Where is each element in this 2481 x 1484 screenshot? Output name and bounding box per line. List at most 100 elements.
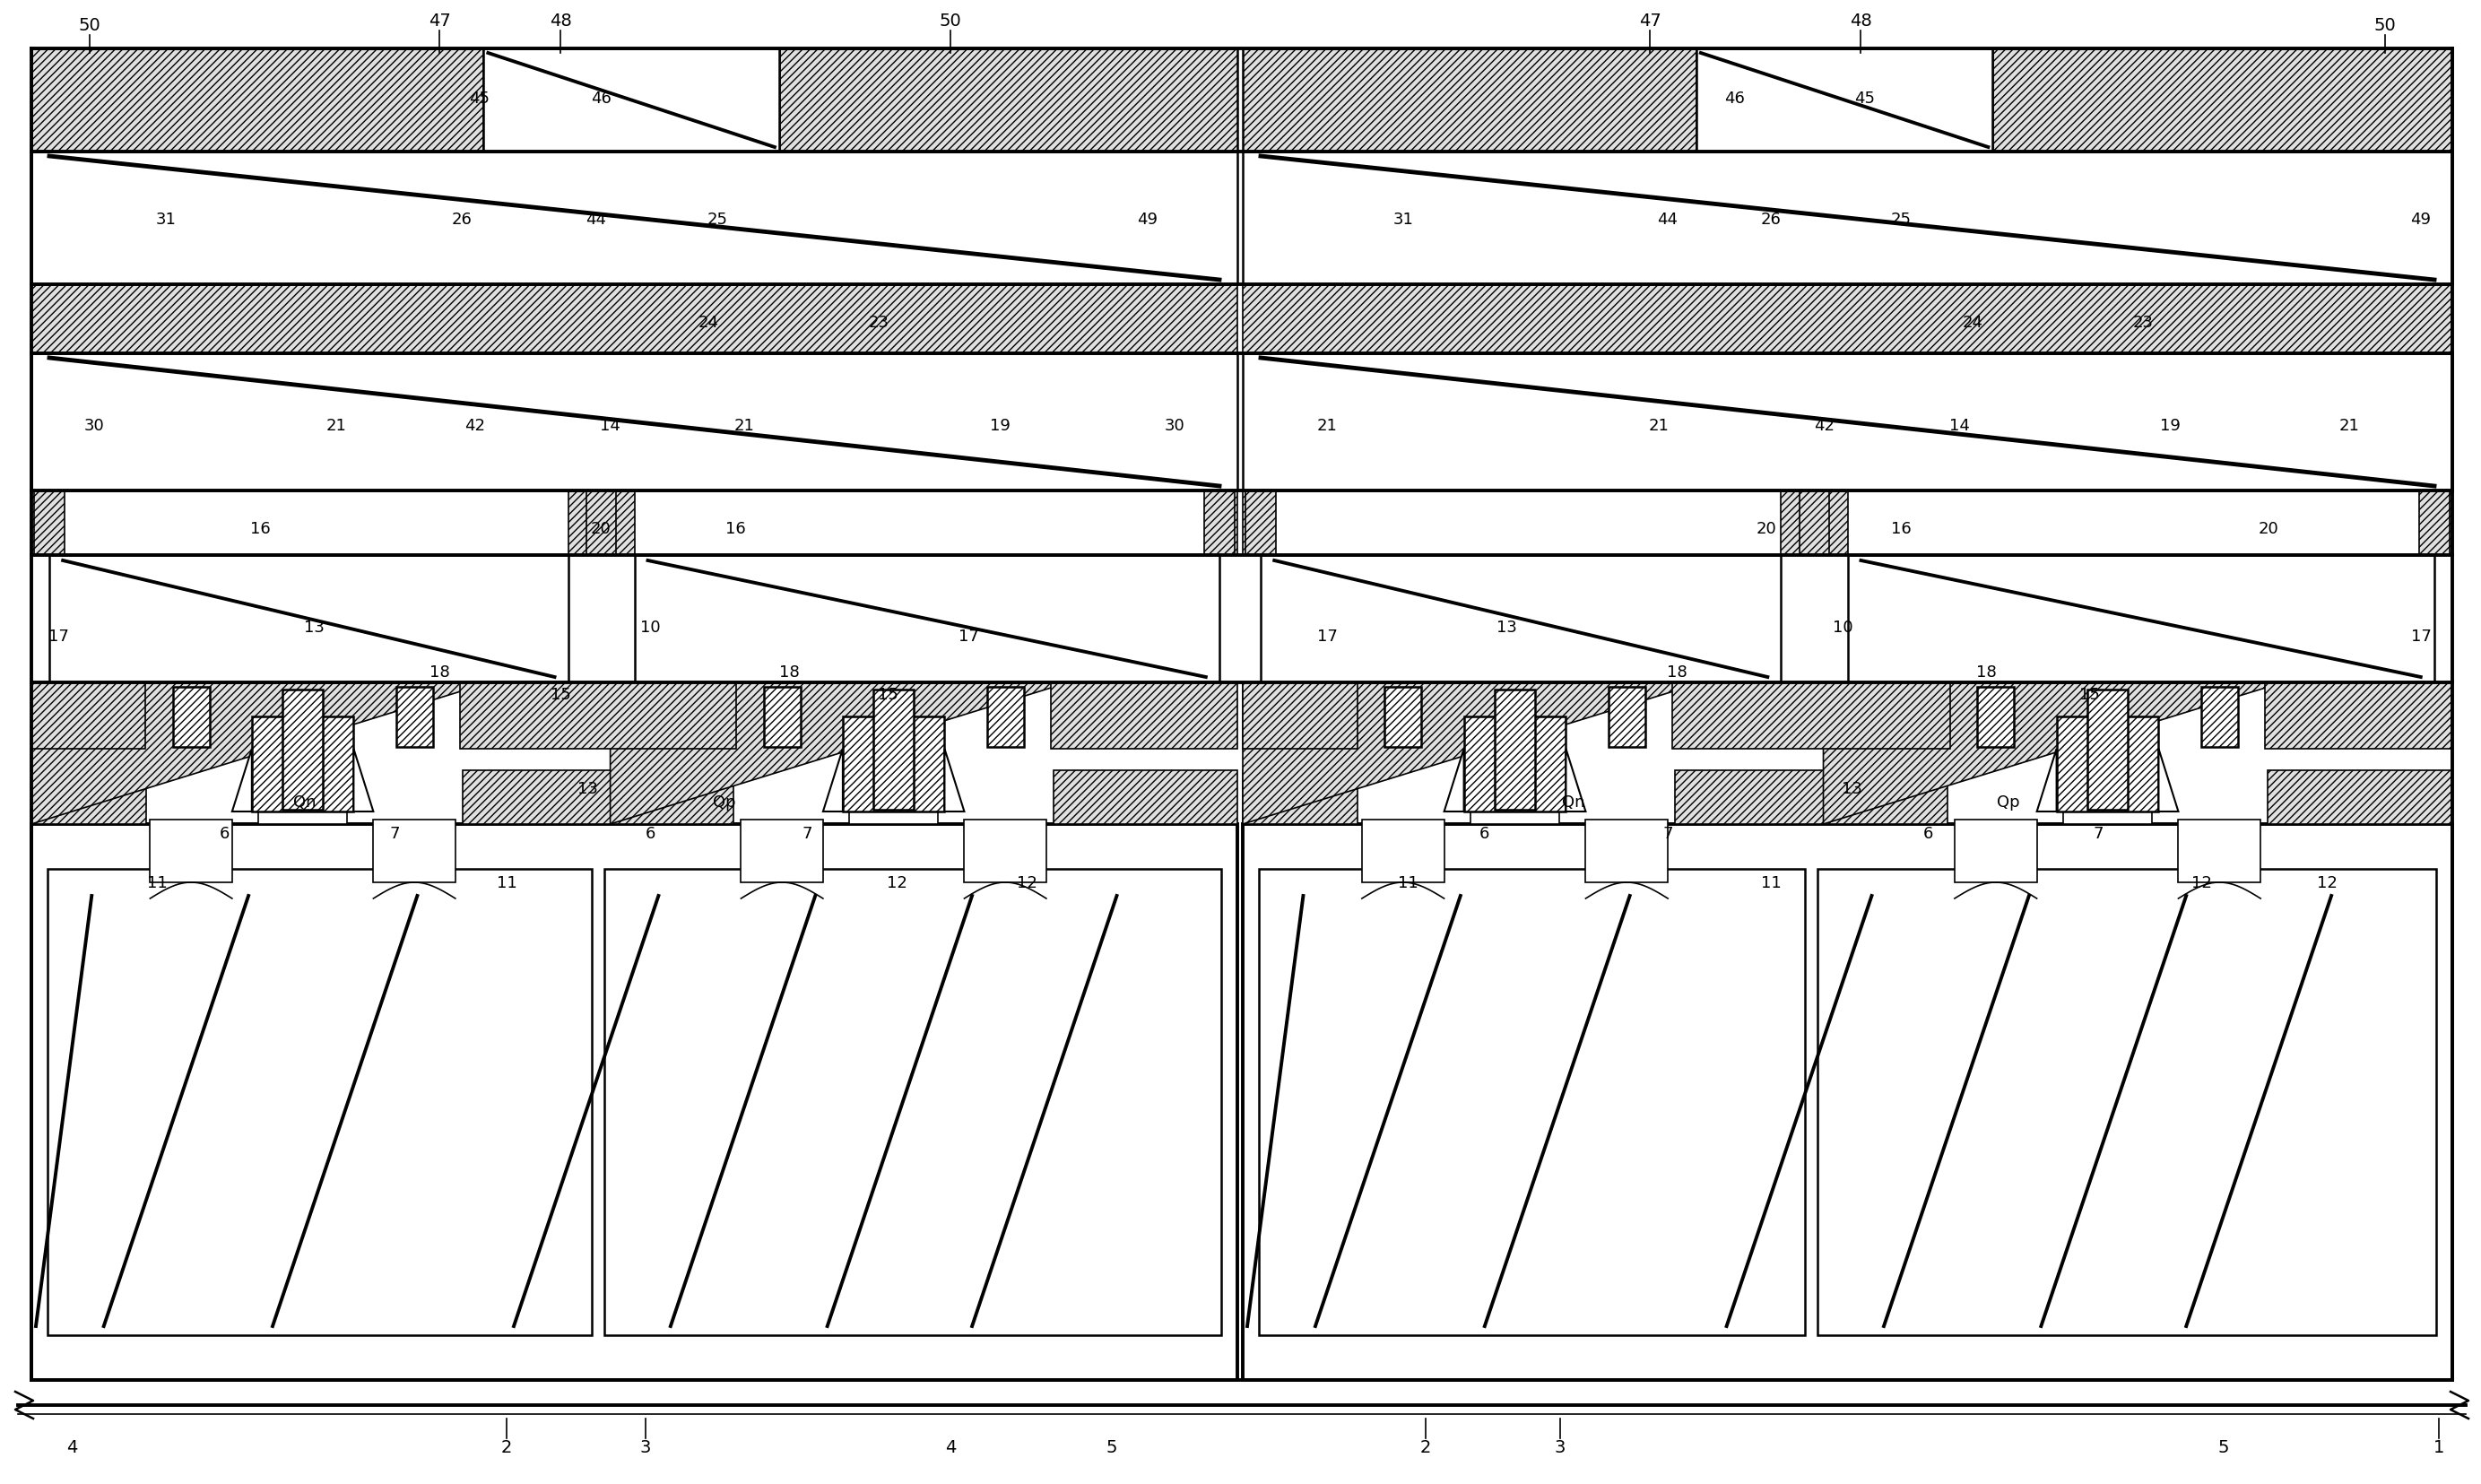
Bar bbox=[987, 687, 1025, 748]
Bar bbox=[1384, 687, 1422, 748]
Text: 11: 11 bbox=[1397, 874, 1419, 890]
Text: 47: 47 bbox=[1640, 12, 1660, 30]
Text: 21: 21 bbox=[2340, 417, 2359, 433]
Bar bbox=[32, 825, 1238, 1380]
Text: Qn: Qn bbox=[1563, 794, 1585, 810]
Bar bbox=[1260, 555, 1781, 683]
Polygon shape bbox=[945, 749, 965, 812]
Bar bbox=[742, 821, 824, 883]
Text: 15: 15 bbox=[2079, 687, 2099, 702]
Text: 26: 26 bbox=[452, 212, 471, 227]
Text: 31: 31 bbox=[156, 212, 176, 227]
Bar bbox=[1608, 687, 1645, 748]
Bar bbox=[1218, 491, 1238, 555]
Text: 6: 6 bbox=[1923, 825, 1933, 841]
Bar bbox=[149, 821, 233, 883]
Bar bbox=[35, 491, 65, 555]
Text: 7: 7 bbox=[390, 825, 399, 841]
Text: 49: 49 bbox=[2412, 212, 2431, 227]
Text: 13: 13 bbox=[1841, 781, 1861, 797]
Text: 16: 16 bbox=[724, 521, 744, 537]
Bar bbox=[32, 683, 146, 749]
Bar bbox=[1243, 49, 1697, 153]
Bar bbox=[174, 687, 208, 748]
Bar bbox=[2062, 812, 2154, 825]
Bar bbox=[50, 555, 568, 683]
Bar bbox=[32, 49, 484, 153]
Bar bbox=[1697, 49, 1992, 153]
Text: 42: 42 bbox=[464, 417, 486, 433]
Text: 11: 11 bbox=[1762, 874, 1781, 890]
Text: 26: 26 bbox=[1762, 212, 1781, 227]
Text: 17: 17 bbox=[47, 628, 69, 644]
Text: 5: 5 bbox=[1107, 1439, 1116, 1456]
Bar bbox=[2268, 770, 2451, 825]
Polygon shape bbox=[1566, 749, 1585, 812]
Bar bbox=[47, 870, 593, 1336]
Text: 21: 21 bbox=[1647, 417, 1670, 433]
Polygon shape bbox=[2037, 749, 2057, 812]
Bar bbox=[1243, 825, 2451, 1380]
Bar bbox=[32, 153, 1238, 285]
Text: 4: 4 bbox=[945, 1439, 955, 1456]
Polygon shape bbox=[1824, 683, 2283, 825]
Text: 21: 21 bbox=[734, 417, 754, 433]
Bar bbox=[1977, 687, 2015, 748]
Bar bbox=[849, 812, 938, 825]
Text: 44: 44 bbox=[586, 212, 605, 227]
Text: 45: 45 bbox=[469, 91, 491, 107]
Bar bbox=[1992, 49, 2451, 153]
Text: 24: 24 bbox=[1962, 315, 1982, 331]
Text: 47: 47 bbox=[429, 12, 452, 30]
Bar bbox=[2087, 690, 2129, 810]
Text: 48: 48 bbox=[1848, 12, 1871, 30]
Text: 12: 12 bbox=[1017, 874, 1037, 890]
Text: 31: 31 bbox=[1392, 212, 1414, 227]
Text: 14: 14 bbox=[1950, 417, 1970, 433]
Text: 44: 44 bbox=[1657, 212, 1677, 227]
Text: 4: 4 bbox=[67, 1439, 77, 1456]
Text: 12: 12 bbox=[2191, 874, 2211, 890]
Bar bbox=[283, 690, 323, 810]
Bar bbox=[764, 687, 801, 748]
Bar bbox=[1799, 491, 1828, 555]
Text: 12: 12 bbox=[886, 874, 908, 890]
Text: 13: 13 bbox=[578, 781, 598, 797]
Text: 42: 42 bbox=[1814, 417, 1836, 433]
Bar bbox=[2201, 687, 2238, 748]
Text: 7: 7 bbox=[801, 825, 811, 841]
Text: 18: 18 bbox=[1975, 663, 1997, 680]
Text: 46: 46 bbox=[1724, 91, 1744, 107]
Text: 30: 30 bbox=[1164, 417, 1186, 433]
Bar bbox=[1245, 491, 1275, 555]
Text: 23: 23 bbox=[868, 315, 888, 331]
Bar bbox=[1494, 690, 1536, 810]
Bar bbox=[844, 717, 945, 812]
Polygon shape bbox=[2158, 749, 2178, 812]
Text: Qp: Qp bbox=[1997, 794, 2020, 810]
Text: 18: 18 bbox=[779, 663, 799, 680]
Text: 12: 12 bbox=[2317, 874, 2337, 890]
Text: 16: 16 bbox=[1891, 521, 1910, 537]
Bar bbox=[1243, 683, 1357, 749]
Text: Qp: Qp bbox=[712, 794, 737, 810]
Text: 10: 10 bbox=[1833, 619, 1853, 635]
Text: 48: 48 bbox=[548, 12, 571, 30]
Text: 23: 23 bbox=[2134, 315, 2154, 331]
Bar bbox=[397, 687, 432, 748]
Text: 7: 7 bbox=[1662, 825, 1672, 841]
Bar bbox=[873, 690, 913, 810]
Text: 49: 49 bbox=[1136, 212, 1159, 227]
Bar bbox=[32, 491, 50, 555]
Bar bbox=[1243, 491, 1260, 555]
Bar bbox=[1243, 285, 2451, 355]
Text: 6: 6 bbox=[1479, 825, 1489, 841]
Bar bbox=[372, 821, 457, 883]
Text: 21: 21 bbox=[325, 417, 347, 433]
Text: 20: 20 bbox=[1757, 521, 1776, 537]
Bar bbox=[2419, 491, 2449, 555]
Bar bbox=[568, 491, 635, 555]
Text: 3: 3 bbox=[1556, 1439, 1566, 1456]
Text: 21: 21 bbox=[1317, 417, 1337, 433]
Text: Qn: Qn bbox=[293, 794, 315, 810]
